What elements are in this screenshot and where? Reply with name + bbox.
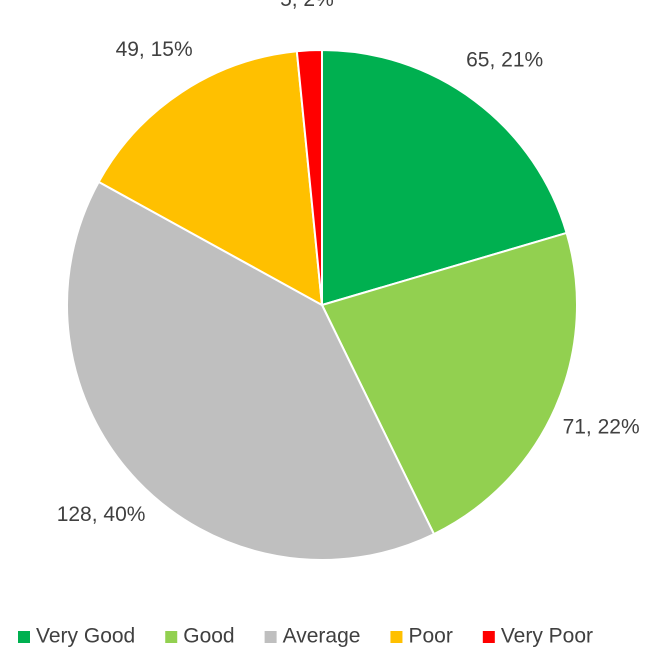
legend-swatch xyxy=(264,631,277,643)
legend-swatch xyxy=(165,631,178,643)
legend-swatch xyxy=(482,631,495,643)
legend-label: Good xyxy=(183,625,234,648)
legend-swatch xyxy=(18,631,30,643)
pie-slice xyxy=(97,50,324,307)
legend-label: Poor xyxy=(408,625,452,648)
pie-slice xyxy=(320,231,578,536)
pie-slice xyxy=(66,180,436,561)
data-label: 71, 22% xyxy=(563,415,640,438)
legend-label: Very Good xyxy=(36,625,135,648)
pie-slice xyxy=(295,48,323,306)
legend-label: Very Poor xyxy=(501,625,593,648)
legend-label: Average xyxy=(283,625,361,648)
legend-swatch xyxy=(390,631,403,643)
pie-slice xyxy=(321,48,568,307)
data-label: 5, 2% xyxy=(280,0,334,11)
data-label: 49, 15% xyxy=(116,38,193,61)
data-label: 128, 40% xyxy=(57,503,146,526)
data-label: 65, 21% xyxy=(466,48,543,71)
